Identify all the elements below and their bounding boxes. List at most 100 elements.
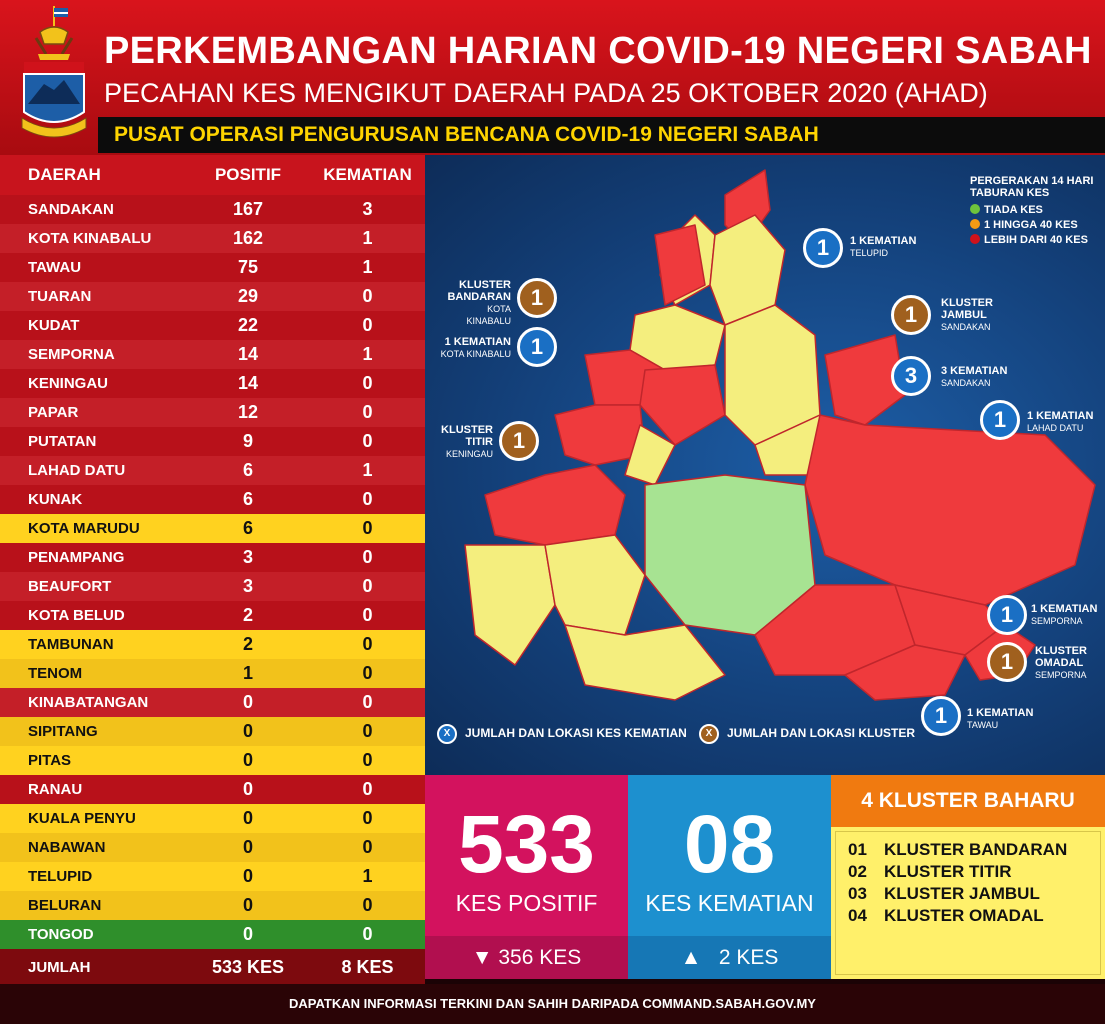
cell-positif: 2 (242, 634, 253, 654)
omadal-cluster-label: KLUSTER OMADAL SEMPORNA (1035, 645, 1087, 680)
cell-daerah: BEAUFORT (28, 578, 112, 595)
table-row: KOTA MARUDU 6 0 (0, 514, 425, 543)
cell-kematian: 0 (362, 547, 373, 567)
tawau-death-bubble: 1 (921, 696, 961, 736)
arrow-up-icon: ▲ (680, 946, 702, 969)
lahad-datu-death-bubble: 1 (980, 400, 1020, 440)
cell-positif: 0 (242, 837, 253, 857)
positive-label: KES POSITIF (455, 890, 598, 916)
death-cases-card: 08 KES KEMATIAN ▲ 2 KES (628, 775, 831, 979)
cell-positif: 6 (242, 460, 253, 480)
cell-kematian: 1 (362, 866, 373, 886)
cell-positif: 14 (237, 373, 259, 393)
table-total-row: JUMLAH 533 KES 8 KES (0, 953, 425, 982)
new-clusters-card: 4 KLUSTER BAHARU 01 KLUSTER BANDARAN 02 KL… (831, 775, 1105, 979)
cell-daerah: PUTATAN (28, 433, 97, 450)
legend-item-no-cases: TIADA KES (970, 204, 1043, 216)
table-row: RANAU 0 0 (0, 775, 425, 804)
total-positif: 533 KES (211, 957, 285, 977)
cell-daerah: TAMBUNAN (28, 636, 114, 653)
cell-kematian: 0 (362, 692, 373, 712)
omadal-cluster-bubble: 1 (987, 642, 1027, 682)
sabah-map (464, 169, 1096, 701)
cell-kematian: 0 (362, 576, 373, 596)
cell-kematian: 0 (362, 837, 373, 857)
cell-positif: 12 (237, 402, 259, 422)
lahad-datu-death-label: 1 KEMATIAN LAHAD DATU (1027, 410, 1094, 433)
cell-kematian: 0 (362, 721, 373, 741)
cluster-item: 01 KLUSTER BANDARAN (848, 840, 1068, 859)
cell-kematian: 1 (362, 344, 373, 364)
table-row: KINABATANGAN 0 0 (0, 688, 425, 717)
cell-daerah: PENAMPANG (28, 549, 125, 566)
legend-item-high: LEBIH DARI 40 KES (970, 234, 1088, 246)
agency-bar: PUSAT OPERASI PENGURUSAN BENCANA COVID-1… (98, 117, 1105, 153)
cell-positif: 0 (242, 924, 253, 944)
cell-positif: 0 (242, 779, 253, 799)
table-row: TAWAU 75 1 (0, 253, 425, 282)
cell-positif: 29 (237, 286, 259, 306)
district-kinabatangan-lahad-datu (804, 414, 1096, 606)
cell-kematian: 3 (362, 199, 373, 219)
cluster-item: 02 KLUSTER TITIR (848, 862, 1012, 881)
cell-daerah: KOTA BELUD (28, 607, 125, 624)
cell-daerah: BELURAN (28, 897, 102, 914)
bandaran-cluster-label: KLUSTER BANDARAN KOTA KINABALU (447, 279, 511, 326)
legend-title: PERGERAKAN 14 HARI TABURAN KES (970, 175, 1094, 199)
death-marker-icon: X (437, 724, 457, 744)
cell-kematian: 1 (362, 257, 373, 277)
cell-daerah: PITAS (28, 752, 72, 769)
death-label: KES KEMATIAN (645, 890, 814, 916)
cell-positif: 0 (242, 721, 253, 741)
legend-item-low: 1 HINGGA 40 KES (970, 219, 1078, 231)
table-row: KUDAT 22 0 (0, 311, 425, 340)
cell-kematian: 0 (362, 605, 373, 625)
cell-daerah: TAWAU (28, 259, 82, 276)
sabah-crest-logo (21, 6, 87, 138)
red-dot-icon (970, 234, 980, 244)
cluster-item: 04 KLUSTER OMADAL (848, 906, 1044, 925)
table-row: TENOM 1 0 (0, 659, 425, 688)
table-row: BELURAN 0 0 (0, 891, 425, 920)
kk-death-bubble: 1 (517, 327, 557, 367)
cell-kematian: 0 (362, 634, 373, 654)
table-row: TONGOD 0 0 (0, 920, 425, 949)
cell-daerah: SIPITANG (28, 723, 98, 740)
cell-daerah: RANAU (28, 781, 83, 798)
agency-name: PUSAT OPERASI PENGURUSAN BENCANA COVID-1… (114, 123, 819, 146)
positive-count: 533 (458, 799, 595, 890)
cell-kematian: 1 (362, 460, 373, 480)
table-row: LAHAD DATU 6 1 (0, 456, 425, 485)
table-row: PAPAR 12 0 (0, 398, 425, 427)
cell-positif: 14 (237, 344, 259, 364)
table-row: BEAUFORT 3 0 (0, 572, 425, 601)
jambul-cluster-bubble: 1 (891, 295, 931, 335)
cell-positif: 0 (242, 750, 253, 770)
cell-positif: 162 (232, 228, 264, 248)
green-dot-icon (970, 204, 980, 214)
new-clusters-list: 01 KLUSTER BANDARAN 02 KLUSTER TITIR 03 KLU… (835, 831, 1101, 975)
cell-positif: 3 (242, 576, 253, 596)
header-daerah: DAERAH (28, 165, 101, 184)
footer: DAPATKAN INFORMASI TERKINI DAN SAHIH DAR… (0, 984, 1105, 1024)
tawau-death-label: 1 KEMATIAN TAWAU (967, 707, 1034, 730)
cell-daerah: LAHAD DATU (28, 462, 126, 479)
cell-positif: 0 (242, 866, 253, 886)
cell-daerah: NABAWAN (28, 839, 106, 856)
cell-daerah: KINABATANGAN (28, 694, 149, 711)
cell-positif: 0 (242, 895, 253, 915)
district-table: DAERAH POSITIF KEMATIAN SANDAKAN 167 3 KOTA… (0, 155, 425, 984)
table-row: KOTA BELUD 2 0 (0, 601, 425, 630)
legend-cluster-location: X JUMLAH DAN LOKASI KLUSTER (699, 724, 915, 744)
district-sandakan (824, 334, 906, 426)
cell-positif: 2 (242, 605, 253, 625)
semporna-death-label: 1 KEMATIAN SEMPORNA (1031, 603, 1098, 626)
cell-kematian: 0 (362, 286, 373, 306)
header-kematian: KEMATIAN (323, 165, 412, 184)
table-row: SANDAKAN 167 3 (0, 195, 425, 224)
cell-positif: 0 (242, 692, 253, 712)
jambul-cluster-label: KLUSTER JAMBUL SANDAKAN (941, 297, 993, 332)
table-row: TAMBUNAN 2 0 (0, 630, 425, 659)
map-panel: PERGERAKAN 14 HARI TABURAN KES TIADA KES… (425, 155, 1105, 775)
cell-kematian: 0 (362, 518, 373, 538)
